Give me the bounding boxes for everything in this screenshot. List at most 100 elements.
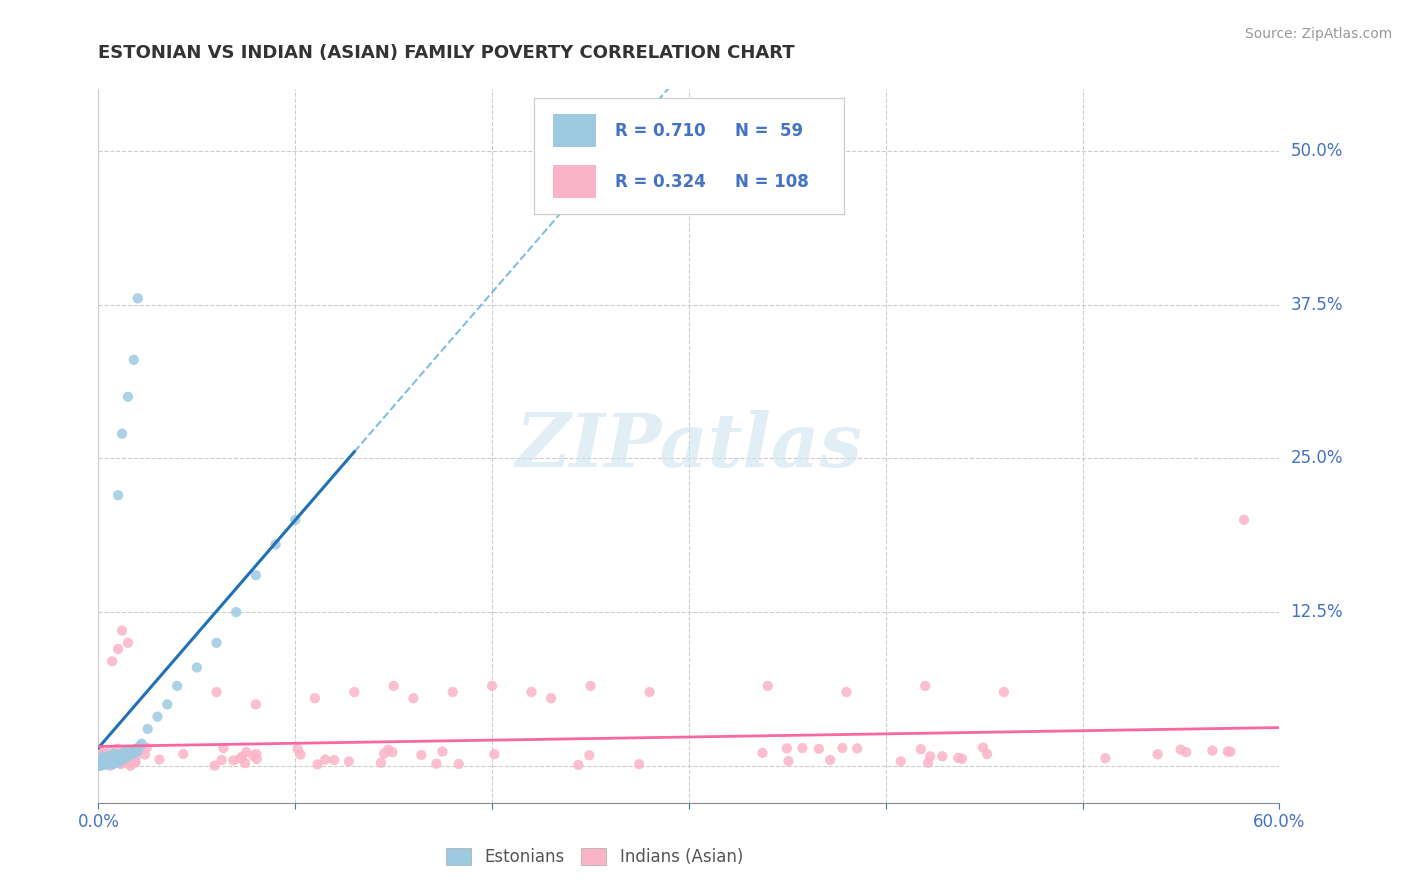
Point (290, 747, 312, 762)
Point (172, 747, 194, 761)
Point (382, 679, 405, 693)
Point (125, 749, 148, 764)
Text: 37.5%: 37.5% (1291, 295, 1343, 313)
Point (628, 757, 651, 772)
Point (186, 660, 208, 674)
Point (117, 754, 139, 768)
Point (93, 747, 115, 761)
Legend: Estonians, Indians (Asian): Estonians, Indians (Asian) (439, 841, 749, 873)
Point (370, 756, 392, 770)
Point (103, 753, 125, 767)
Point (1216, 745, 1239, 759)
Point (831, 741, 853, 756)
Point (245, 698, 267, 712)
Point (122, 352, 145, 367)
Point (96, 753, 118, 767)
Point (1094, 751, 1116, 765)
Point (212, 741, 235, 756)
Point (343, 685, 366, 699)
Point (411, 747, 433, 762)
Point (778, 754, 800, 768)
Point (373, 747, 395, 761)
Point (112, 745, 135, 759)
Point (1201, 744, 1223, 758)
Point (231, 749, 253, 764)
Point (134, 747, 156, 762)
Point (108, 754, 131, 768)
Point (751, 746, 773, 760)
Text: ZIPatlas: ZIPatlas (516, 409, 862, 483)
Text: R = 0.324: R = 0.324 (614, 173, 706, 191)
Point (100, 752, 122, 766)
Point (993, 685, 1015, 699)
Point (124, 755, 146, 769)
Point (792, 741, 814, 756)
Point (890, 755, 912, 769)
Bar (553, 114, 596, 147)
Point (242, 748, 264, 763)
Point (264, 537, 287, 551)
Point (97, 749, 120, 764)
Point (914, 679, 936, 693)
Point (98, 745, 121, 759)
Point (96, 756, 118, 771)
Point (121, 751, 143, 765)
Point (304, 691, 326, 706)
Bar (553, 165, 596, 198)
Point (377, 743, 399, 757)
Point (107, 749, 129, 764)
Point (131, 737, 153, 751)
Point (87, 742, 110, 756)
Point (1146, 747, 1168, 762)
Point (107, 488, 129, 502)
Point (972, 740, 994, 755)
Point (108, 756, 131, 771)
Point (101, 654, 124, 668)
Text: Source: ZipAtlas.com: Source: ZipAtlas.com (1244, 27, 1392, 41)
Point (122, 747, 145, 761)
Point (107, 741, 129, 756)
Point (127, 291, 149, 305)
Point (1170, 742, 1192, 756)
Text: R = 0.710: R = 0.710 (614, 121, 706, 139)
Point (112, 751, 135, 765)
Point (323, 753, 346, 767)
Point (211, 753, 233, 767)
Point (233, 756, 256, 771)
Point (920, 749, 942, 764)
Point (87, 753, 110, 767)
Point (89, 759, 111, 773)
Point (125, 741, 148, 756)
Point (101, 754, 124, 768)
Point (93, 757, 115, 772)
Point (101, 757, 124, 772)
Point (136, 722, 159, 736)
Point (98, 756, 121, 771)
Point (578, 748, 600, 763)
Point (117, 755, 139, 769)
Point (402, 691, 425, 706)
Point (166, 679, 188, 693)
Point (481, 679, 503, 693)
Point (638, 685, 661, 699)
Text: 50.0%: 50.0% (1291, 142, 1343, 160)
Point (835, 685, 858, 699)
Point (441, 685, 464, 699)
Point (101, 747, 124, 762)
Point (135, 740, 157, 755)
Point (111, 426, 134, 441)
Point (205, 636, 228, 650)
Point (807, 742, 830, 756)
Point (105, 750, 128, 764)
Point (818, 753, 841, 767)
Text: ESTONIAN VS INDIAN (ASIAN) FAMILY POVERTY CORRELATION CHART: ESTONIAN VS INDIAN (ASIAN) FAMILY POVERT… (98, 45, 794, 62)
Point (89, 747, 111, 762)
Point (337, 755, 360, 769)
Point (579, 679, 602, 693)
Point (87, 744, 110, 758)
Point (284, 513, 307, 527)
Point (120, 758, 142, 772)
Point (1233, 513, 1256, 527)
Point (105, 756, 128, 770)
Point (87, 755, 110, 769)
